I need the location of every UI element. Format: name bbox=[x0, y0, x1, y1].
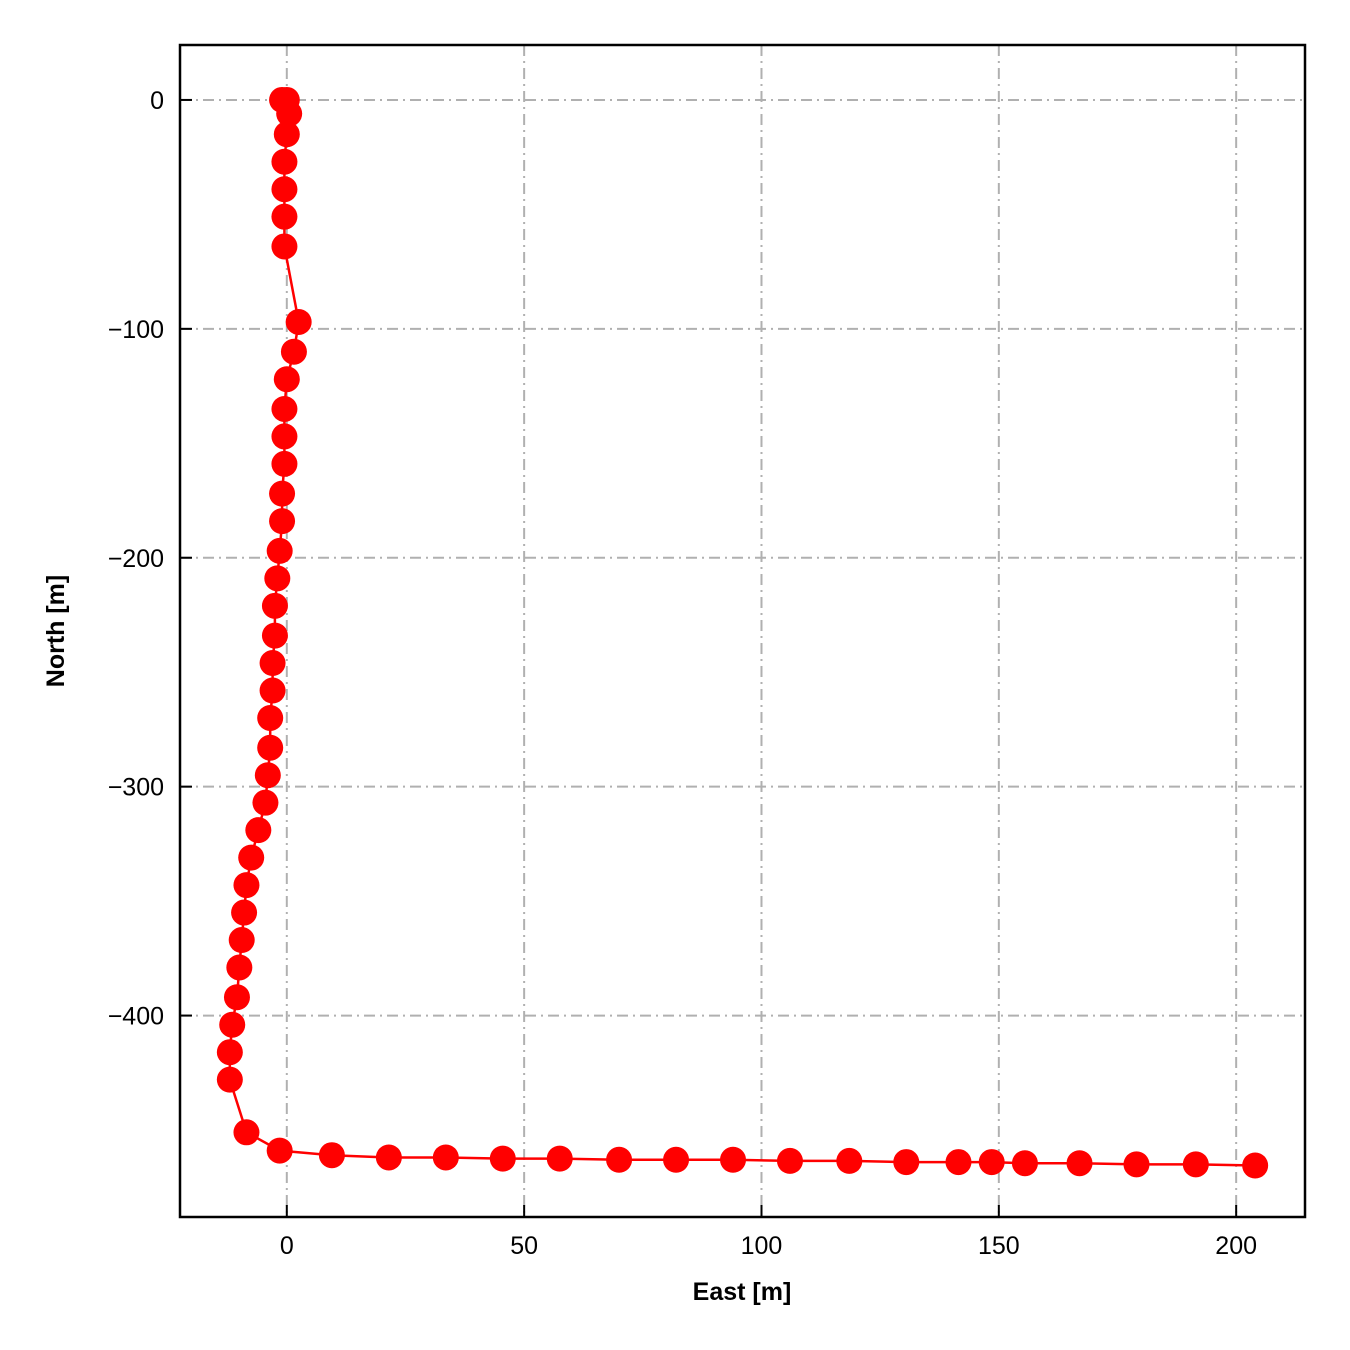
trajectory-point bbox=[261, 622, 288, 649]
grid bbox=[180, 45, 1305, 1217]
y-tick-label: 0 bbox=[150, 87, 164, 115]
trajectory-point bbox=[432, 1144, 459, 1171]
trajectory-point bbox=[264, 565, 291, 592]
trajectory-point bbox=[893, 1149, 920, 1176]
x-axis-label: East [m] bbox=[693, 1278, 792, 1306]
trajectory-point bbox=[271, 203, 298, 230]
plot-frame bbox=[178, 43, 1307, 1219]
trajectory-point bbox=[1011, 1150, 1038, 1177]
trajectory-point bbox=[269, 508, 296, 535]
x-tick-label: 50 bbox=[510, 1232, 538, 1260]
trajectory-point bbox=[1182, 1151, 1209, 1178]
x-tick-label: 150 bbox=[978, 1232, 1020, 1260]
trajectory-point bbox=[546, 1145, 573, 1172]
trajectory-point bbox=[254, 762, 281, 789]
trajectory-point bbox=[261, 592, 288, 619]
y-tick-label: −400 bbox=[108, 1003, 164, 1031]
x-tick-label: 100 bbox=[741, 1232, 783, 1260]
trajectory-point bbox=[276, 100, 303, 127]
y-tick-label: −200 bbox=[108, 545, 164, 573]
trajectory-point bbox=[375, 1144, 402, 1171]
trajectory-point bbox=[273, 366, 300, 393]
x-tick-label: 0 bbox=[280, 1232, 294, 1260]
trajectory-point bbox=[259, 677, 286, 704]
trajectory-point bbox=[945, 1149, 972, 1176]
trajectory-point bbox=[776, 1147, 803, 1174]
trajectory-point bbox=[228, 927, 255, 954]
trajectory-point bbox=[280, 338, 307, 365]
trajectory-point bbox=[233, 872, 260, 899]
trajectory-point bbox=[720, 1146, 747, 1173]
trajectory-point bbox=[271, 148, 298, 175]
trajectory-point bbox=[606, 1146, 633, 1173]
trajectory-point bbox=[266, 537, 293, 564]
trajectory-point bbox=[257, 704, 284, 731]
trajectory-point bbox=[271, 176, 298, 203]
trajectory-point bbox=[1066, 1150, 1093, 1177]
y-tick-label: −100 bbox=[108, 316, 164, 344]
trajectory-point bbox=[266, 1137, 293, 1164]
trajectory-point bbox=[663, 1146, 690, 1173]
trajectory-point bbox=[271, 423, 298, 450]
y-axis-label: North [m] bbox=[42, 575, 70, 687]
trajectory-point bbox=[216, 1039, 243, 1066]
trajectory-point bbox=[271, 233, 298, 260]
trajectory-point bbox=[269, 480, 296, 507]
trajectory-point bbox=[257, 734, 284, 761]
trajectory-point bbox=[245, 817, 272, 844]
y-tick-label: −300 bbox=[108, 774, 164, 802]
trajectory-point bbox=[231, 899, 258, 926]
trajectory-point bbox=[223, 984, 250, 1011]
trajectory-point bbox=[219, 1011, 246, 1038]
trajectory-point bbox=[836, 1147, 863, 1174]
trajectory-point bbox=[238, 844, 265, 871]
ticks: 0 50 100 150 200 0 −100 −200 −300 −400 bbox=[108, 87, 1257, 1260]
trajectory-point bbox=[252, 789, 279, 816]
trajectory-point bbox=[273, 121, 300, 148]
trajectory-point bbox=[271, 395, 298, 422]
trajectory-point bbox=[271, 450, 298, 477]
trajectory-point bbox=[226, 954, 253, 981]
trajectory-point bbox=[978, 1149, 1005, 1176]
trajectory-point bbox=[318, 1142, 345, 1169]
trajectory-point bbox=[216, 1066, 243, 1093]
trajectory-point bbox=[489, 1145, 516, 1172]
trajectory-point bbox=[259, 650, 286, 677]
trajectory-point bbox=[1123, 1151, 1150, 1178]
trajectory-point bbox=[1242, 1152, 1269, 1179]
series-layer bbox=[216, 86, 1269, 1179]
trajectory-point bbox=[233, 1119, 260, 1146]
x-tick-label: 200 bbox=[1215, 1232, 1257, 1260]
trajectory-point bbox=[285, 308, 312, 335]
